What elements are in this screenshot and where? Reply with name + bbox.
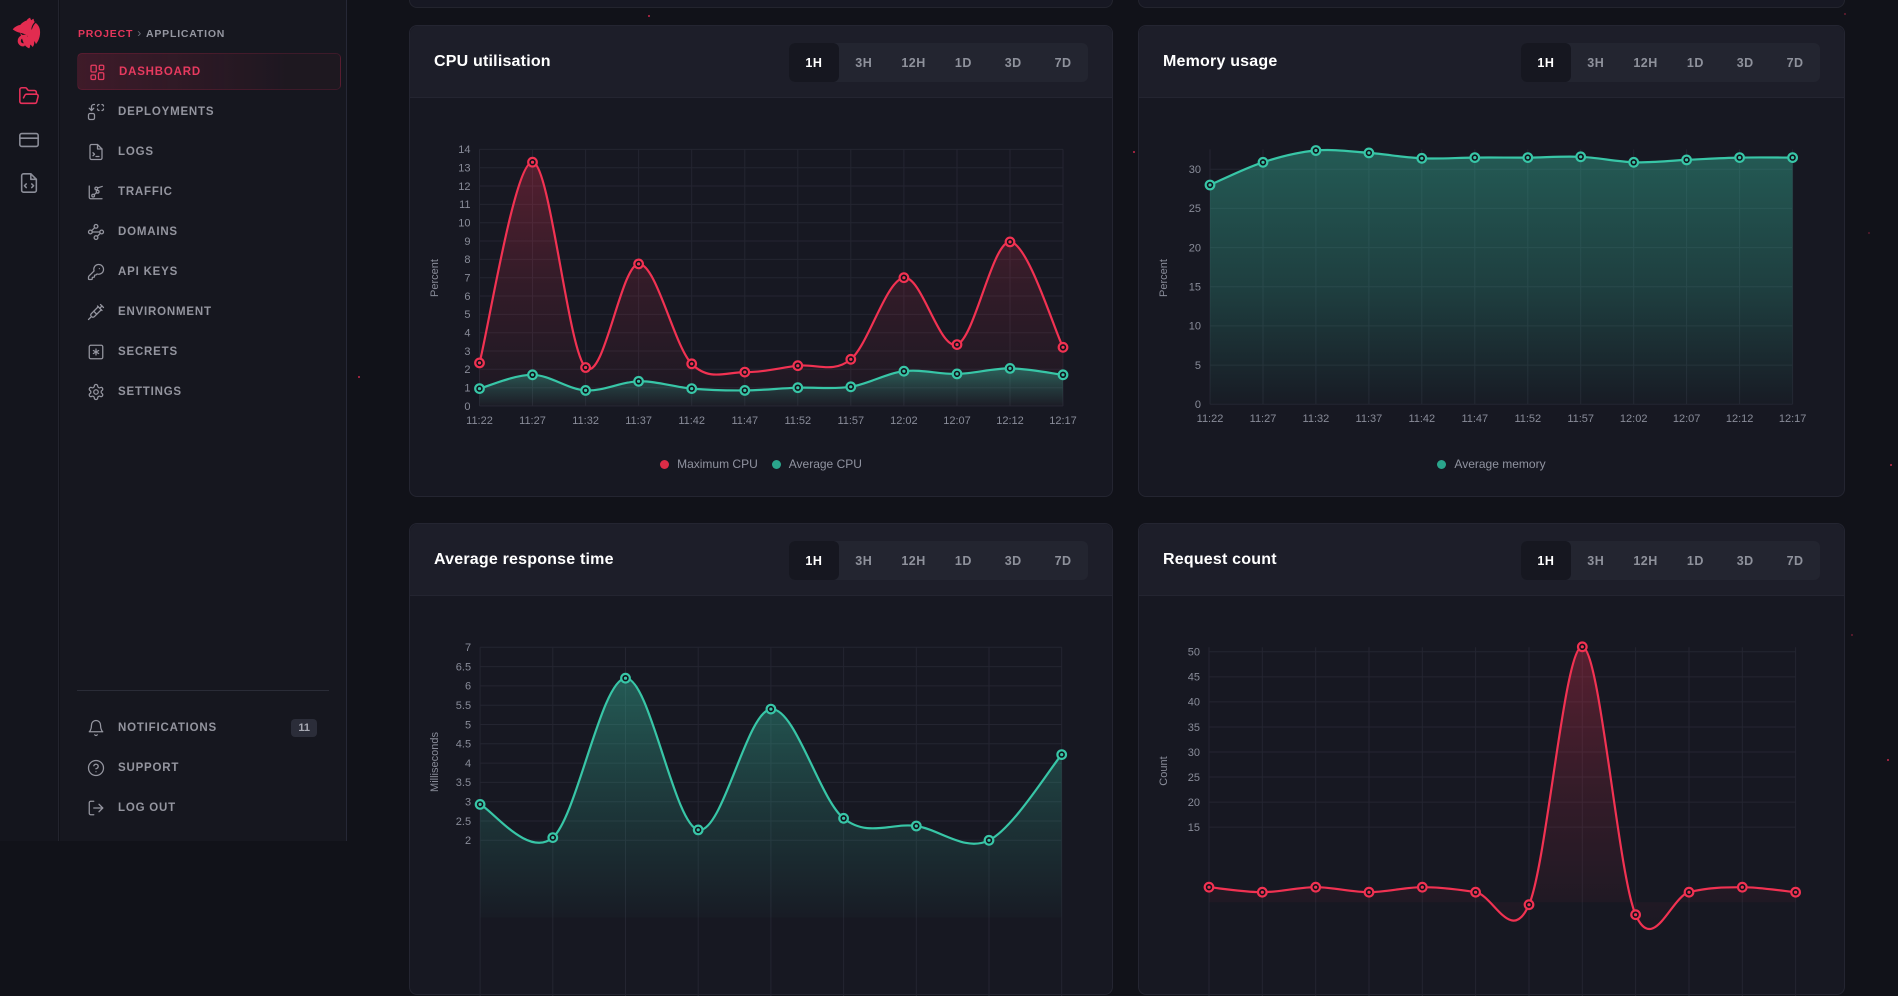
svg-text:11:52: 11:52: [784, 415, 811, 427]
svg-text:6.5: 6.5: [456, 661, 471, 673]
svg-text:12:17: 12:17: [1049, 415, 1077, 427]
svg-text:11:37: 11:37: [625, 415, 652, 427]
svg-text:12: 12: [458, 181, 470, 193]
svg-text:9: 9: [464, 236, 470, 248]
svg-text:15: 15: [1188, 822, 1200, 834]
svg-text:30: 30: [1188, 747, 1200, 759]
svg-text:11:52: 11:52: [1514, 413, 1541, 425]
svg-text:20: 20: [1189, 242, 1201, 254]
svg-text:8: 8: [464, 254, 470, 266]
svg-text:2.5: 2.5: [456, 816, 471, 828]
svg-text:15: 15: [1189, 282, 1201, 294]
svg-text:12:07: 12:07: [943, 415, 971, 427]
svg-text:6: 6: [464, 291, 470, 303]
svg-text:5: 5: [464, 309, 470, 321]
svg-text:11:27: 11:27: [1250, 413, 1277, 425]
svg-text:12:02: 12:02: [890, 415, 918, 427]
svg-text:7: 7: [465, 642, 471, 654]
svg-text:50: 50: [1188, 647, 1200, 659]
svg-text:2: 2: [465, 835, 471, 847]
svg-text:12:12: 12:12: [996, 415, 1024, 427]
svg-text:11:42: 11:42: [678, 415, 705, 427]
svg-text:11:57: 11:57: [1567, 413, 1594, 425]
svg-text:3.5: 3.5: [456, 777, 471, 789]
svg-text:40: 40: [1188, 697, 1200, 709]
svg-text:0: 0: [464, 401, 470, 413]
svg-text:11:47: 11:47: [1461, 413, 1488, 425]
svg-text:12:17: 12:17: [1779, 413, 1807, 425]
svg-text:12:02: 12:02: [1620, 413, 1648, 425]
svg-text:11:32: 11:32: [1303, 413, 1330, 425]
svg-text:11:22: 11:22: [466, 415, 493, 427]
svg-text:2: 2: [464, 364, 470, 376]
svg-text:11:22: 11:22: [1197, 413, 1224, 425]
svg-text:12:12: 12:12: [1726, 413, 1754, 425]
svg-text:4.5: 4.5: [456, 739, 471, 751]
svg-text:11: 11: [459, 199, 470, 211]
svg-text:5: 5: [1195, 360, 1201, 372]
svg-text:20: 20: [1188, 797, 1200, 809]
svg-text:11:57: 11:57: [837, 415, 864, 427]
svg-text:4: 4: [465, 758, 471, 770]
svg-text:Percent: Percent: [1158, 259, 1170, 297]
svg-text:11:42: 11:42: [1408, 413, 1435, 425]
svg-text:25: 25: [1188, 772, 1200, 784]
svg-text:3: 3: [464, 346, 470, 358]
svg-text:25: 25: [1189, 203, 1201, 215]
svg-text:4: 4: [464, 328, 470, 340]
svg-text:5: 5: [465, 719, 471, 731]
svg-text:12:07: 12:07: [1673, 413, 1701, 425]
svg-text:11:37: 11:37: [1356, 413, 1383, 425]
svg-text:Milliseconds: Milliseconds: [429, 732, 441, 792]
svg-text:45: 45: [1188, 672, 1200, 684]
svg-text:10: 10: [1189, 321, 1201, 333]
svg-text:Count: Count: [1158, 756, 1170, 785]
svg-text:11:27: 11:27: [519, 415, 546, 427]
svg-text:10: 10: [458, 218, 470, 230]
svg-text:6: 6: [465, 681, 471, 693]
svg-text:30: 30: [1189, 164, 1201, 176]
svg-text:3: 3: [465, 797, 471, 809]
svg-text:1: 1: [464, 383, 470, 395]
svg-text:7: 7: [464, 273, 470, 285]
svg-text:11:47: 11:47: [731, 415, 758, 427]
svg-text:Percent: Percent: [429, 259, 441, 297]
svg-text:14: 14: [458, 144, 470, 156]
svg-text:0: 0: [1195, 399, 1201, 411]
svg-text:11:32: 11:32: [572, 415, 599, 427]
svg-text:35: 35: [1188, 722, 1200, 734]
svg-text:5.5: 5.5: [456, 700, 471, 712]
svg-text:13: 13: [458, 163, 470, 175]
